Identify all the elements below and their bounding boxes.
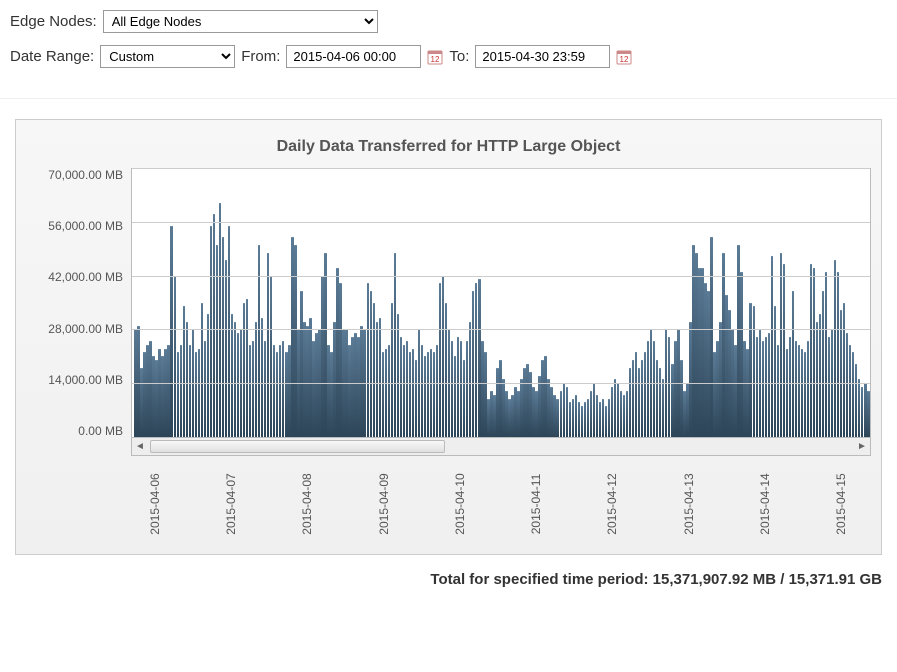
chart-scrollbar[interactable]: ◄ ►	[131, 438, 871, 456]
x-tick-label: 2015-04-15	[804, 497, 884, 511]
grid-line	[132, 329, 870, 330]
date-filter-row: Date Range: Custom From: 12 To: 12	[10, 45, 887, 68]
chart-body: 70,000.00 MB 56,000.00 MB 42,000.00 MB 28,0…	[26, 168, 871, 438]
y-tick-label: 56,000.00 MB	[26, 219, 123, 233]
scroll-left-arrow[interactable]: ◄	[132, 439, 148, 455]
total-summary: Total for specified time period: 15,371,…	[0, 565, 897, 596]
grid-line	[132, 276, 870, 277]
x-tick-label: 2015-04-12	[575, 497, 655, 511]
svg-text:12: 12	[431, 55, 440, 64]
grid-line	[132, 383, 870, 384]
grid-line	[132, 222, 870, 223]
data-bar	[867, 391, 869, 437]
filters-panel: Edge Nodes: All Edge Nodes Date Range: C…	[0, 0, 897, 99]
x-tick-label: 2015-04-07	[194, 497, 274, 511]
grid-line	[132, 168, 870, 169]
from-input[interactable]	[286, 45, 421, 68]
scroll-thumb[interactable]	[150, 440, 445, 453]
x-axis: 2015-04-062015-04-072015-04-082015-04-09…	[131, 456, 871, 544]
y-tick-label: 14,000.00 MB	[26, 373, 123, 387]
date-range-label: Date Range:	[10, 48, 94, 65]
calendar-icon[interactable]: 12	[616, 49, 632, 65]
edge-filter-row: Edge Nodes: All Edge Nodes	[10, 10, 887, 33]
total-prefix: Total for specified time period:	[430, 571, 652, 588]
total-value: 15,371,907.92 MB / 15,371.91 GB	[653, 571, 882, 588]
bars-container	[132, 168, 870, 437]
edge-nodes-select[interactable]: All Edge Nodes	[103, 10, 378, 33]
to-input[interactable]	[475, 45, 610, 68]
x-tick-label: 2015-04-11	[499, 497, 579, 511]
y-axis: 70,000.00 MB 56,000.00 MB 42,000.00 MB 28,0…	[26, 168, 131, 438]
x-tick-label: 2015-04-14	[728, 497, 808, 511]
plot-area	[131, 168, 871, 438]
to-label: To:	[449, 48, 469, 65]
y-tick-label: 28,000.00 MB	[26, 322, 123, 336]
y-tick-label: 70,000.00 MB	[26, 168, 123, 182]
from-label: From:	[241, 48, 280, 65]
chart-panel: Daily Data Transferred for HTTP Large Ob…	[15, 119, 882, 555]
svg-text:12: 12	[620, 55, 629, 64]
date-range-select[interactable]: Custom	[100, 45, 235, 68]
x-tick-label: 2015-04-08	[270, 497, 350, 511]
x-tick-label: 2015-04-10	[423, 497, 503, 511]
x-tick-label: 2015-04-06	[118, 497, 198, 511]
x-tick-label: 2015-04-09	[347, 497, 427, 511]
chart-title: Daily Data Transferred for HTTP Large Ob…	[26, 138, 871, 156]
edge-nodes-label: Edge Nodes:	[10, 13, 97, 30]
x-tick-label: 2015-04-13	[652, 497, 732, 511]
calendar-icon[interactable]: 12	[427, 49, 443, 65]
y-tick-label: 0.00 MB	[26, 424, 123, 438]
y-tick-label: 42,000.00 MB	[26, 270, 123, 284]
scroll-right-arrow[interactable]: ►	[854, 439, 870, 455]
